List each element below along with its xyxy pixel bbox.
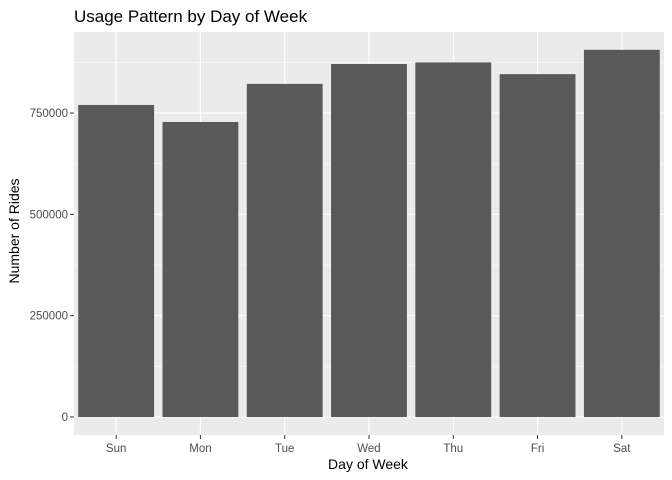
bar-tue	[246, 83, 323, 417]
y-axis-title: Number of Rides	[6, 178, 22, 283]
bar-sun	[78, 104, 155, 418]
x-axis: Sun Mon Tue Wed Thu Fri Sat	[106, 435, 631, 455]
bar-thu	[415, 62, 492, 417]
x-tick-label-sun: Sun	[106, 443, 126, 455]
y-tick-label: 500000	[30, 209, 68, 221]
y-tick-label: 750000	[30, 108, 68, 120]
bar-mon	[162, 121, 239, 418]
y-tick-label: 0	[62, 412, 68, 424]
x-tick-label-mon: Mon	[189, 443, 211, 455]
bars	[78, 49, 660, 418]
bar-wed	[331, 64, 407, 417]
bar-fri	[499, 74, 576, 417]
x-axis-title: Day of Week	[328, 456, 409, 472]
y-tick-label: 250000	[30, 311, 68, 323]
chart-title: Usage Pattern by Day of Week	[74, 7, 308, 26]
x-tick-label-tue: Tue	[275, 443, 294, 455]
bar-sat	[583, 49, 660, 418]
x-tick-label-fri: Fri	[531, 443, 544, 455]
x-tick-label-sat: Sat	[613, 443, 631, 455]
y-axis: 0 250000 500000 750000	[30, 108, 74, 424]
x-tick-label-wed: Wed	[357, 443, 380, 455]
x-tick-label-thu: Thu	[443, 443, 463, 455]
